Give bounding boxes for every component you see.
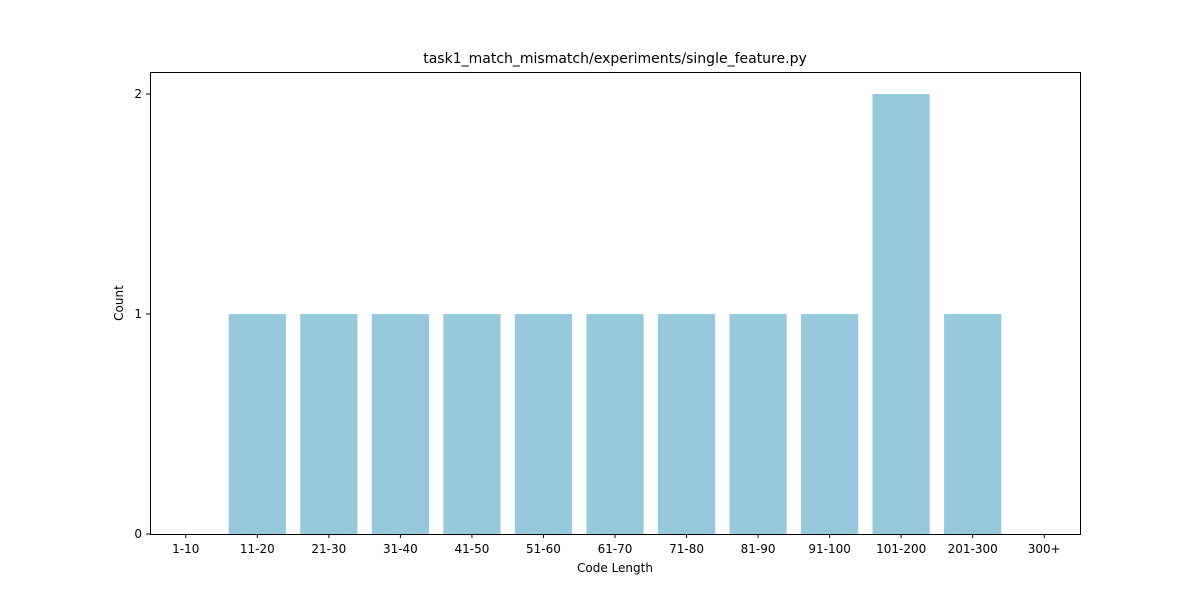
x-tick-label: 61-70 — [598, 542, 633, 556]
y-tick-label: 1 — [134, 307, 142, 321]
x-tick-label: 31-40 — [383, 542, 418, 556]
x-tick-label: 21-30 — [311, 542, 346, 556]
y-axis: 0 1 2 — [134, 87, 150, 541]
chart-title: task1_match_mismatch/experiments/single_… — [423, 51, 807, 67]
x-tick-label: 81-90 — [741, 542, 776, 556]
bar-201-300 — [944, 314, 1002, 534]
x-tick-label: 201-300 — [948, 542, 998, 556]
x-tick-label: 51-60 — [526, 542, 561, 556]
bar-31-40 — [371, 314, 429, 534]
y-tick-label: 2 — [134, 87, 142, 101]
bar-51-60 — [514, 314, 573, 534]
y-tick-label: 0 — [134, 527, 142, 541]
y-axis-label: Count — [112, 285, 126, 321]
bar-71-80 — [657, 314, 716, 534]
bars-group — [228, 94, 1002, 534]
x-axis: 1-10 11-20 21-30 31-40 41-50 51-60 61-70 71-80 8… — [172, 534, 1061, 556]
bar-61-70 — [586, 314, 644, 534]
x-tick-label: 101-200 — [876, 542, 926, 556]
bar-91-100 — [801, 314, 859, 534]
bar-81-90 — [729, 314, 787, 534]
x-tick-label: 41-50 — [454, 542, 489, 556]
x-tick-label: 11-20 — [240, 542, 275, 556]
bar-11-20 — [228, 314, 286, 534]
x-axis-label: Code Length — [577, 561, 653, 575]
x-tick-label: 71-80 — [669, 542, 704, 556]
x-tick-label: 300+ — [1028, 542, 1061, 556]
bar-101-200 — [872, 94, 930, 534]
x-tick-label: 1-10 — [172, 542, 199, 556]
bar-21-30 — [300, 314, 358, 534]
bar-41-50 — [443, 314, 501, 534]
x-tick-label: 91-100 — [808, 542, 851, 556]
